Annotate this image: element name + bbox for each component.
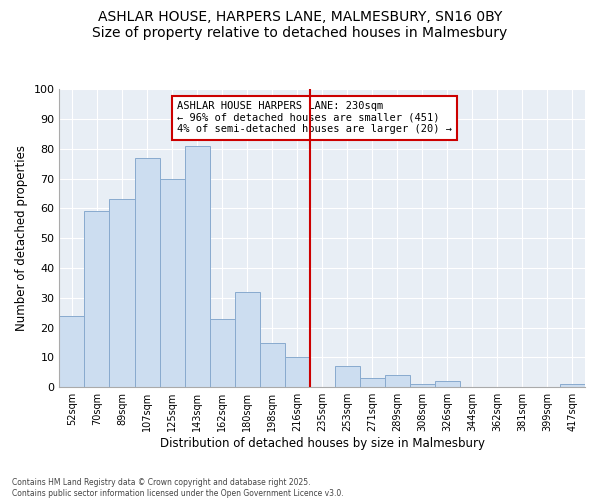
Bar xyxy=(435,381,460,387)
Bar xyxy=(284,358,310,387)
Bar xyxy=(335,366,360,387)
Bar xyxy=(410,384,435,387)
X-axis label: Distribution of detached houses by size in Malmesbury: Distribution of detached houses by size … xyxy=(160,437,485,450)
Bar xyxy=(560,384,585,387)
Bar xyxy=(109,200,134,387)
Bar xyxy=(185,146,209,387)
Bar xyxy=(209,318,235,387)
Y-axis label: Number of detached properties: Number of detached properties xyxy=(15,145,28,331)
Bar xyxy=(59,316,85,387)
Text: Contains HM Land Registry data © Crown copyright and database right 2025.
Contai: Contains HM Land Registry data © Crown c… xyxy=(12,478,344,498)
Bar xyxy=(360,378,385,387)
Text: ASHLAR HOUSE HARPERS LANE: 230sqm
← 96% of detached houses are smaller (451)
4% : ASHLAR HOUSE HARPERS LANE: 230sqm ← 96% … xyxy=(177,101,452,134)
Bar xyxy=(385,376,410,387)
Bar xyxy=(235,292,260,387)
Bar xyxy=(85,212,109,387)
Bar xyxy=(134,158,160,387)
Text: ASHLAR HOUSE, HARPERS LANE, MALMESBURY, SN16 0BY
Size of property relative to de: ASHLAR HOUSE, HARPERS LANE, MALMESBURY, … xyxy=(92,10,508,40)
Bar xyxy=(260,342,284,387)
Bar xyxy=(160,178,185,387)
